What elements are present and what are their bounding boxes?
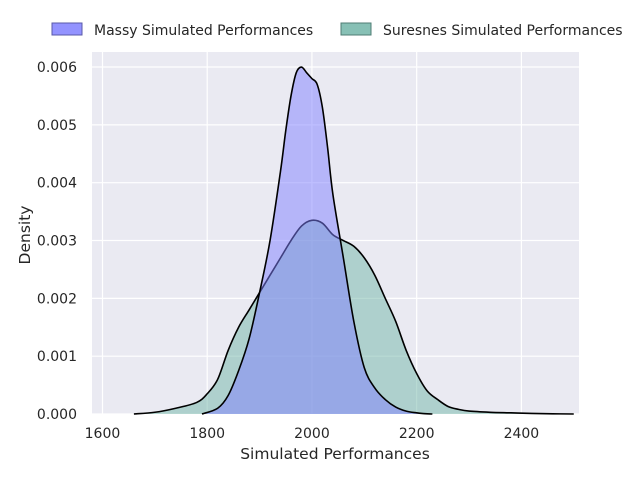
legend-swatch-massy (51, 22, 83, 36)
x-tick-label: 2200 (399, 426, 435, 442)
y-tick-label: 0.004 (37, 176, 77, 192)
x-tick-label: 1600 (85, 426, 121, 442)
density-curve-suresnes (133, 219, 574, 415)
x-axis-ticks: 1600 1800 2000 2200 2400 (85, 426, 540, 442)
x-tick-label: 2400 (504, 426, 540, 442)
density-fill-massy (201, 67, 433, 414)
legend-swatch-suresnes (340, 22, 372, 36)
density-areas (133, 66, 574, 415)
y-tick-label: 0.003 (37, 234, 77, 250)
y-axis-label: Density (16, 206, 34, 265)
legend-label-suresnes: Suresnes Simulated Performances (383, 23, 623, 39)
y-tick-label: 0.005 (37, 118, 77, 134)
y-tick-label: 0.000 (37, 407, 77, 423)
y-tick-label: 0.001 (37, 349, 77, 365)
density-curve-massy (201, 66, 433, 415)
x-tick-label: 2000 (294, 426, 330, 442)
x-axis-label: Simulated Performances (240, 445, 430, 463)
y-tick-label: 0.002 (37, 291, 77, 307)
legend: Massy Simulated Performances Suresnes Si… (51, 22, 623, 39)
x-tick-label: 1800 (189, 426, 225, 442)
legend-label-massy: Massy Simulated Performances (94, 23, 313, 39)
y-tick-label: 0.006 (37, 60, 77, 76)
y-axis-ticks: 0.000 0.001 0.002 0.003 0.004 0.005 0.006 (37, 60, 77, 423)
